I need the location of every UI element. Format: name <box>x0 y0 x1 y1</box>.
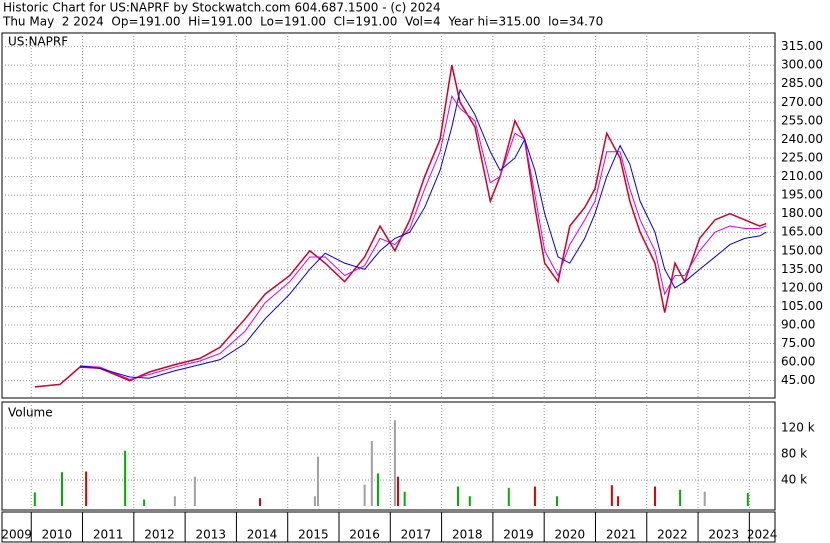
x-tick-label: 2016 <box>349 528 380 542</box>
y-tick-label: 165.00 <box>781 225 823 239</box>
volume-bar <box>746 493 749 506</box>
volume-bar <box>507 487 510 506</box>
y-tick-label: 180.00 <box>781 206 823 220</box>
volume-panel <box>1 401 776 511</box>
volume-bar <box>259 498 262 506</box>
price-panel <box>1 32 776 399</box>
y-tick-label: 105.00 <box>781 299 823 313</box>
volume-bar <box>679 489 682 506</box>
y-tick-label: 135.00 <box>781 262 823 276</box>
x-tick-label: 2017 <box>401 528 432 542</box>
x-tick-label: 2022 <box>657 528 688 542</box>
y-tick-label: 285.00 <box>781 76 823 90</box>
y-tick-label: 240.00 <box>781 132 823 146</box>
x-tick-label: 2012 <box>144 528 175 542</box>
volume-bar <box>556 496 559 506</box>
y-tick-label: 300.00 <box>781 58 823 72</box>
y-tick-label: 75.00 <box>781 336 815 350</box>
header-line2: Thu May 2 2024 Op=191.00 Hi=191.00 Lo=19… <box>2 15 603 29</box>
y-tick-label: 90.00 <box>781 318 815 332</box>
date-axis <box>1 511 776 543</box>
volume-bar <box>533 486 536 506</box>
header-line1: Historic Chart for US:NAPRF by Stockwatc… <box>3 1 441 15</box>
y-tick-label: 270.00 <box>781 95 823 109</box>
volume-bar <box>313 496 316 506</box>
y-tick-label: 60.00 <box>781 355 815 369</box>
x-tick-label: 2021 <box>606 528 637 542</box>
volume-bar <box>617 496 620 506</box>
symbol-label: US:NAPRF <box>8 35 68 49</box>
price-line <box>79 88 767 379</box>
volume-bar <box>173 496 176 506</box>
volume-bar <box>370 441 373 506</box>
volume-bar <box>363 484 366 506</box>
y-tick-label: 120 k <box>781 421 815 435</box>
volume-bar <box>457 486 460 506</box>
y-tick-label: 315.00 <box>781 39 823 53</box>
y-tick-label: 80 k <box>781 447 807 461</box>
volume-bar <box>468 496 471 506</box>
x-tick-label: 2011 <box>93 528 124 542</box>
volume-bar <box>610 485 613 506</box>
y-tick-label: 150.00 <box>781 243 823 257</box>
volume-bar <box>316 456 319 506</box>
y-tick-label: 210.00 <box>781 169 823 183</box>
volume-bar <box>396 476 399 506</box>
y-tick-label: 40 k <box>781 473 807 487</box>
volume-bar <box>703 491 706 506</box>
price-line <box>79 94 767 380</box>
volume-bar <box>376 473 379 506</box>
volume-bar <box>33 492 36 506</box>
volume-bar <box>143 499 146 506</box>
volume-bar <box>193 476 196 506</box>
x-tick-label: 2018 <box>452 528 483 542</box>
volume-bar <box>61 472 64 506</box>
volume-bar <box>124 450 127 506</box>
x-tick-label: 2019 <box>503 528 534 542</box>
x-tick-label: 2009 <box>1 528 32 542</box>
x-tick-label: 2010 <box>42 528 73 542</box>
volume-bar <box>653 486 656 506</box>
x-tick-label: 2013 <box>195 528 226 542</box>
volume-bar <box>393 420 396 506</box>
y-tick-label: 45.00 <box>781 373 815 387</box>
x-tick-label: 2024 <box>747 528 778 542</box>
price-line <box>34 65 767 388</box>
y-tick-label: 120.00 <box>781 280 823 294</box>
x-tick-label: 2015 <box>298 528 329 542</box>
x-tick-label: 2014 <box>247 528 278 542</box>
volume-bar <box>403 491 406 506</box>
x-tick-label: 2020 <box>555 528 586 542</box>
y-tick-label: 195.00 <box>781 188 823 202</box>
y-tick-label: 255.00 <box>781 113 823 127</box>
volume-bar <box>85 471 88 506</box>
y-tick-label: 225.00 <box>781 150 823 164</box>
volume-label: Volume <box>8 406 53 420</box>
x-tick-label: 2023 <box>708 528 739 542</box>
